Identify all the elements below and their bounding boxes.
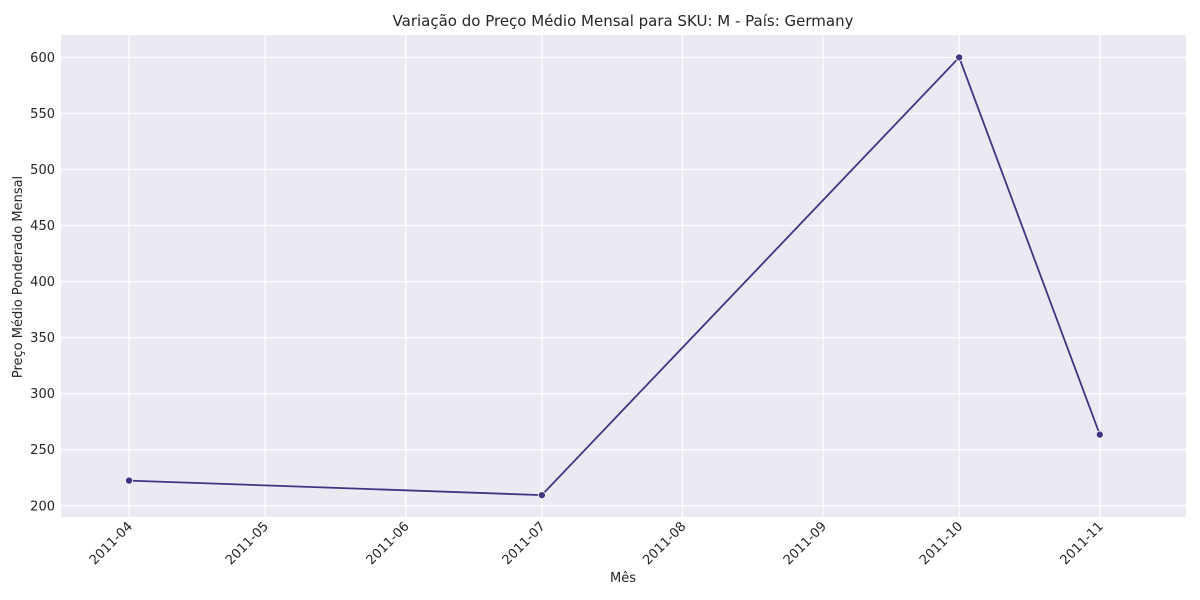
- series-line: [128, 55, 1101, 497]
- series-points: [125, 53, 1104, 500]
- y-tick-label: 250: [30, 443, 55, 458]
- grid-lines: [61, 35, 1186, 517]
- y-tick-label: 350: [30, 331, 55, 346]
- data-point: [537, 491, 546, 500]
- y-tick-label: 500: [30, 163, 55, 178]
- plot-area: [61, 35, 1186, 517]
- y-tick-label: 300: [30, 387, 55, 402]
- data-point: [1095, 430, 1104, 439]
- x-axis-label: Mês: [610, 571, 636, 586]
- x-tick-label: 2011-07: [500, 519, 549, 568]
- y-axis-ticks: 200 250 300 350 400 450 500 550 600: [30, 51, 55, 514]
- y-axis-label: Preço Médio Ponderado Mensal: [11, 176, 26, 378]
- x-axis-ticks: 2011-04 2011-05 2011-06 2011-07 2011-08 2011-…: [87, 519, 1107, 568]
- y-tick-label: 400: [30, 275, 55, 290]
- x-tick-label: 2011-06: [364, 519, 413, 568]
- data-point: [955, 53, 964, 62]
- x-tick-label: 2011-04: [87, 519, 136, 568]
- x-tick-label: 2011-11: [1058, 519, 1107, 568]
- x-tick-label: 2011-05: [223, 519, 272, 568]
- x-tick-label: 2011-09: [781, 519, 830, 568]
- chart-title: Variação do Preço Médio Mensal para SKU:…: [393, 12, 854, 30]
- y-tick-label: 450: [30, 219, 55, 234]
- x-tick-label: 2011-08: [640, 519, 689, 568]
- x-tick-label: 2011-10: [917, 519, 966, 568]
- y-tick-label: 550: [30, 107, 55, 122]
- y-tick-label: 200: [30, 499, 55, 514]
- series-lines: [128, 55, 1101, 497]
- y-tick-label: 600: [30, 51, 55, 66]
- data-point: [125, 476, 134, 485]
